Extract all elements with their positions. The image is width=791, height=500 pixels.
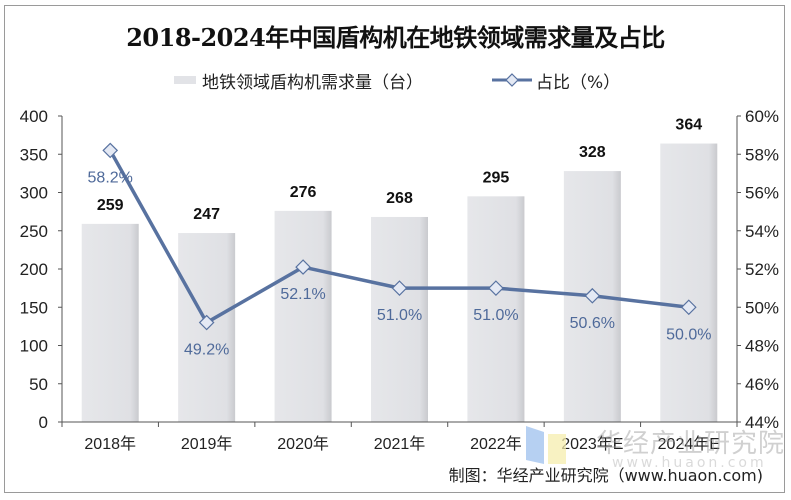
watermark-logo-icon [526,426,566,464]
bar-series [81,143,718,423]
right-tick-label: 52% [745,260,779,279]
bar-swatch-icon [174,76,196,84]
chart-title: 2018-2024年中国盾构机在地铁领域需求量及占比 [126,23,665,52]
right-y-axis: 44% 46% 48% 50% 52% 54% 56% 58% 60% [736,107,779,432]
bar-value-label: 328 [579,144,606,161]
bar [660,143,718,423]
source-caption: 制图：华经产业研究院（www.huaon.com) [448,466,763,485]
line-series [102,142,697,331]
bar [81,223,139,422]
left-tick-label: 150 [20,298,48,317]
x-tick-label: 2022年 [470,435,522,453]
x-axis: 2018年 2019年 2020年 2021年 2022年 2023年E 2024年E [61,421,738,453]
legend-bar-label: 地铁领域盾构机需求量（台） [202,72,423,93]
line-marker [295,259,311,275]
percent-value-label: 51.0% [473,307,518,324]
percent-value-label: 52.1% [280,286,325,303]
left-tick-label: 50 [29,375,48,394]
right-tick-label: 48% [745,337,779,356]
legend: 地铁领域盾构机需求量（台） 占比（%） [0,68,791,93]
x-tick-label: 2020年 [277,435,329,453]
x-tick-label: 2018年 [84,435,136,453]
data-labels: 259 247 276 268 295 328 364 58.2% 49.2% 52.1% 51.0… [88,117,712,359]
x-tick-label: 2024年E [658,435,720,453]
right-tick-label: 58% [745,145,779,164]
percent-value-label: 58.2% [88,169,133,186]
percent-value-label: 49.2% [184,342,229,359]
right-tick-label: 46% [745,375,779,394]
line-marker [102,142,119,159]
legend-item-line: 占比（%） [492,68,621,93]
right-tick-label: 44% [745,413,779,432]
left-tick-label: 300 [20,184,48,203]
line-marker [391,280,408,296]
bar-value-label: 247 [193,206,220,223]
bar [274,210,332,422]
left-y-axis: 0 50 100 150 200 250 300 350 400 [20,107,63,432]
x-tick-label: 2023年E [561,435,623,453]
bar-value-label: 276 [290,184,317,201]
line-marker [584,287,601,304]
legend-line-label: 占比（%） [536,72,621,93]
left-tick-label: 400 [20,107,48,126]
right-tick-label: 56% [745,184,779,203]
bar-value-label: 364 [675,117,702,134]
right-tick-label: 54% [745,222,779,241]
x-tick-label: 2021年 [374,435,426,453]
left-tick-label: 350 [20,145,48,164]
percent-value-label: 51.0% [377,307,422,324]
left-tick-label: 100 [20,337,48,356]
right-tick-label: 50% [745,298,779,317]
line-diamond-swatch-icon [492,73,532,87]
left-tick-label: 0 [39,413,48,432]
left-tick-label: 200 [20,260,48,279]
percent-value-label: 50.6% [570,315,615,332]
percent-value-label: 50.0% [666,326,711,343]
bar [467,196,525,422]
right-tick-label: 60% [745,107,779,126]
bar [371,216,428,422]
watermark-text: 华经产业研究院 [596,429,786,459]
legend-item-bar: 地铁领域盾构机需求量（台） [174,68,423,93]
x-tick-label: 2019年 [181,435,233,453]
left-tick-label: 250 [20,222,48,241]
watermark-url: www.huaon.com [612,455,767,471]
line-marker [198,314,215,331]
bar-value-label: 259 [97,197,124,214]
bar-value-label: 268 [386,190,413,207]
bar-value-label: 295 [483,169,510,186]
line-marker [680,299,697,316]
line-marker [488,280,504,296]
